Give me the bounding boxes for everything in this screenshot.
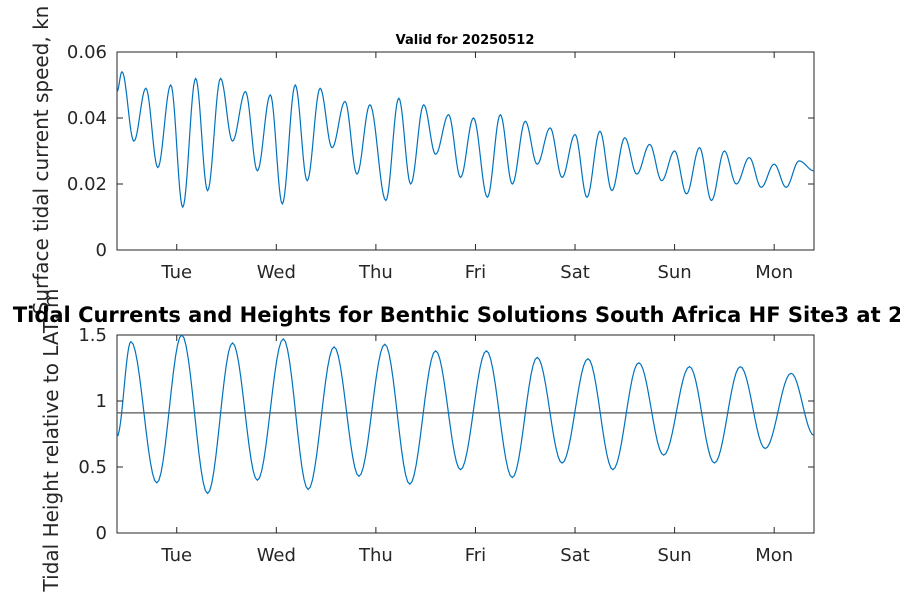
tidal-height-xtick-label: Mon bbox=[755, 545, 793, 566]
current-speed-xtick-label: Thu bbox=[358, 262, 393, 283]
current-speed-ytick-label: 0 bbox=[96, 240, 107, 261]
current-speed-ylabel: Surface tidal current speed, kn bbox=[29, 6, 53, 315]
current-speed-ytick-label: 0.04 bbox=[67, 108, 107, 129]
current-speed-series-line bbox=[116, 70, 815, 209]
current-speed-title: Valid for 20250512 bbox=[396, 33, 535, 48]
current-speed-xtick-label: Mon bbox=[755, 262, 793, 283]
current-speed-plot-area bbox=[116, 51, 815, 251]
tidal-height-series-line bbox=[116, 334, 815, 495]
tidal-height-ylabel: Tidal Height relative to LAT, m bbox=[39, 289, 63, 593]
tidal-height-xtick-label: Tue bbox=[160, 545, 192, 566]
tidal-height-title: Tidal Currents and Heights for Benthic S… bbox=[13, 303, 900, 327]
tidal-height-ytick-label: 0 bbox=[96, 523, 107, 544]
tidal-height-xtick-label: Fri bbox=[465, 545, 486, 566]
current-speed-ytick-label: 0.06 bbox=[67, 42, 107, 63]
tidal-height-ytick-label: 1 bbox=[96, 391, 107, 412]
current-speed-xtick-label: Sat bbox=[560, 262, 590, 283]
tidal-height-xtick-label: Thu bbox=[358, 545, 393, 566]
tidal-height-ytick-label: 1.5 bbox=[78, 325, 107, 346]
current-speed-axes: 0 0.02 0.04 0.06 Tue Wed Thu Fri Sat Sun Mon Vali… bbox=[29, 6, 815, 315]
current-speed-xtick-label: Tue bbox=[160, 262, 192, 283]
tidal-height-plot-area bbox=[116, 334, 815, 534]
tidal-height-xtick-label: Wed bbox=[257, 545, 296, 566]
tidal-height-xtick-label: Sat bbox=[560, 545, 590, 566]
current-speed-xtick-label: Fri bbox=[465, 262, 486, 283]
tidal-height-xtick-label: Sun bbox=[657, 545, 691, 566]
current-speed-xtick-label: Sun bbox=[657, 262, 691, 283]
tidal-height-ytick-label: 0.5 bbox=[78, 457, 107, 478]
current-speed-xtick-label: Wed bbox=[257, 262, 296, 283]
tidal-height-axes: 0 0.5 1 1.5 Tue Wed Thu Fri Sat Sun Mon Tidal Cur… bbox=[13, 289, 900, 593]
current-speed-ytick-label: 0.02 bbox=[67, 174, 107, 195]
